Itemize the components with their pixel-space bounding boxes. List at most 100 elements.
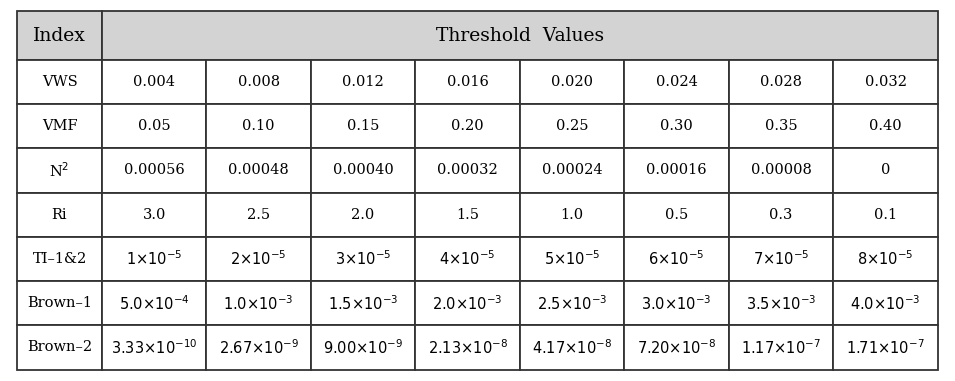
Text: $4.17{\times}10^{-8}$: $4.17{\times}10^{-8}$ [532, 338, 612, 357]
Bar [625, 325, 729, 370]
Text: Threshold  Values: Threshold Values [435, 27, 604, 45]
Text: 0.028: 0.028 [760, 75, 802, 89]
Bar [206, 281, 311, 325]
Text: $5{\times}10^{-5}$: $5{\times}10^{-5}$ [543, 250, 601, 268]
Bar [729, 104, 834, 148]
Text: $4{\times}10^{-5}$: $4{\times}10^{-5}$ [439, 250, 496, 268]
Bar [311, 237, 415, 281]
Text: 1.0: 1.0 [561, 208, 584, 222]
Text: VMF: VMF [42, 119, 77, 133]
Text: 0.10: 0.10 [243, 119, 275, 133]
Bar [311, 325, 415, 370]
Text: 0.25: 0.25 [556, 119, 588, 133]
Text: $3.5{\times}10^{-3}$: $3.5{\times}10^{-3}$ [746, 294, 817, 312]
Bar [17, 325, 102, 370]
Text: VWS: VWS [42, 75, 77, 89]
Text: 0.00048: 0.00048 [228, 163, 289, 178]
Bar [311, 281, 415, 325]
Bar [415, 192, 520, 237]
Bar [206, 192, 311, 237]
Text: 0.00032: 0.00032 [437, 163, 498, 178]
Text: Index: Index [33, 27, 86, 45]
Bar [520, 192, 625, 237]
Text: 2.5: 2.5 [247, 208, 270, 222]
Text: $4.0{\times}10^{-3}$: $4.0{\times}10^{-3}$ [850, 294, 921, 312]
Bar [625, 104, 729, 148]
Bar [520, 60, 625, 104]
Text: TI–1&2: TI–1&2 [32, 252, 87, 266]
Text: 0.004: 0.004 [133, 75, 175, 89]
Bar [520, 237, 625, 281]
Text: 2.0: 2.0 [351, 208, 374, 222]
Text: $1.0{\times}10^{-3}$: $1.0{\times}10^{-3}$ [223, 294, 294, 312]
Text: Brown–1: Brown–1 [27, 296, 92, 310]
Bar [311, 148, 415, 192]
Text: $1.17{\times}10^{-7}$: $1.17{\times}10^{-7}$ [741, 338, 821, 357]
Text: $2.0{\times}10^{-3}$: $2.0{\times}10^{-3}$ [433, 294, 503, 312]
Bar [729, 192, 834, 237]
Text: 0.020: 0.020 [551, 75, 593, 89]
Bar [102, 192, 206, 237]
Text: 0.30: 0.30 [660, 119, 693, 133]
Text: $2.67{\times}10^{-9}$: $2.67{\times}10^{-9}$ [219, 338, 299, 357]
Bar [834, 325, 938, 370]
Bar [625, 192, 729, 237]
Text: 0.00024: 0.00024 [541, 163, 603, 178]
Text: $3.0{\times}10^{-3}$: $3.0{\times}10^{-3}$ [642, 294, 711, 312]
Bar [17, 11, 102, 60]
Text: 0.00016: 0.00016 [647, 163, 707, 178]
Text: $6{\times}10^{-5}$: $6{\times}10^{-5}$ [648, 250, 705, 268]
Text: 0.3: 0.3 [770, 208, 793, 222]
Bar [415, 325, 520, 370]
Text: 0.032: 0.032 [864, 75, 906, 89]
Bar [415, 148, 520, 192]
Bar [625, 237, 729, 281]
Text: 0.35: 0.35 [765, 119, 797, 133]
Bar [729, 325, 834, 370]
Text: $2{\times}10^{-5}$: $2{\times}10^{-5}$ [230, 250, 286, 268]
Text: N$^2$: N$^2$ [50, 161, 70, 180]
Bar [729, 281, 834, 325]
Bar [206, 60, 311, 104]
Text: $2.5{\times}10^{-3}$: $2.5{\times}10^{-3}$ [537, 294, 607, 312]
Text: 0: 0 [881, 163, 890, 178]
Bar [729, 60, 834, 104]
Bar [415, 281, 520, 325]
Bar [17, 60, 102, 104]
Bar [206, 148, 311, 192]
Bar [834, 104, 938, 148]
Text: 0.00040: 0.00040 [332, 163, 393, 178]
Text: $2.13{\times}10^{-8}$: $2.13{\times}10^{-8}$ [428, 338, 508, 357]
Bar [520, 104, 625, 148]
Bar [834, 60, 938, 104]
Text: 0.012: 0.012 [342, 75, 384, 89]
Bar [17, 104, 102, 148]
Bar [520, 325, 625, 370]
Bar [17, 281, 102, 325]
Bar [102, 60, 206, 104]
Text: $3.33{\times}10^{-10}$: $3.33{\times}10^{-10}$ [111, 338, 198, 357]
Text: 0.008: 0.008 [238, 75, 280, 89]
Text: 0.20: 0.20 [452, 119, 484, 133]
Text: $3{\times}10^{-5}$: $3{\times}10^{-5}$ [335, 250, 392, 268]
Text: 0.024: 0.024 [656, 75, 697, 89]
Text: 0.00056: 0.00056 [124, 163, 184, 178]
Text: 0.40: 0.40 [869, 119, 902, 133]
Bar [311, 104, 415, 148]
Text: $1.5{\times}10^{-3}$: $1.5{\times}10^{-3}$ [328, 294, 398, 312]
Bar [625, 60, 729, 104]
Text: 0.05: 0.05 [138, 119, 170, 133]
Bar [520, 148, 625, 192]
Bar [206, 325, 311, 370]
Bar [17, 237, 102, 281]
Bar [729, 237, 834, 281]
Text: $7{\times}10^{-5}$: $7{\times}10^{-5}$ [753, 250, 809, 268]
Bar [206, 104, 311, 148]
Bar [415, 104, 520, 148]
Text: Brown–2: Brown–2 [27, 341, 92, 354]
Text: $1{\times}10^{-5}$: $1{\times}10^{-5}$ [126, 250, 182, 268]
Bar [625, 148, 729, 192]
Bar [17, 192, 102, 237]
Text: 0.1: 0.1 [874, 208, 897, 222]
Bar [102, 104, 206, 148]
